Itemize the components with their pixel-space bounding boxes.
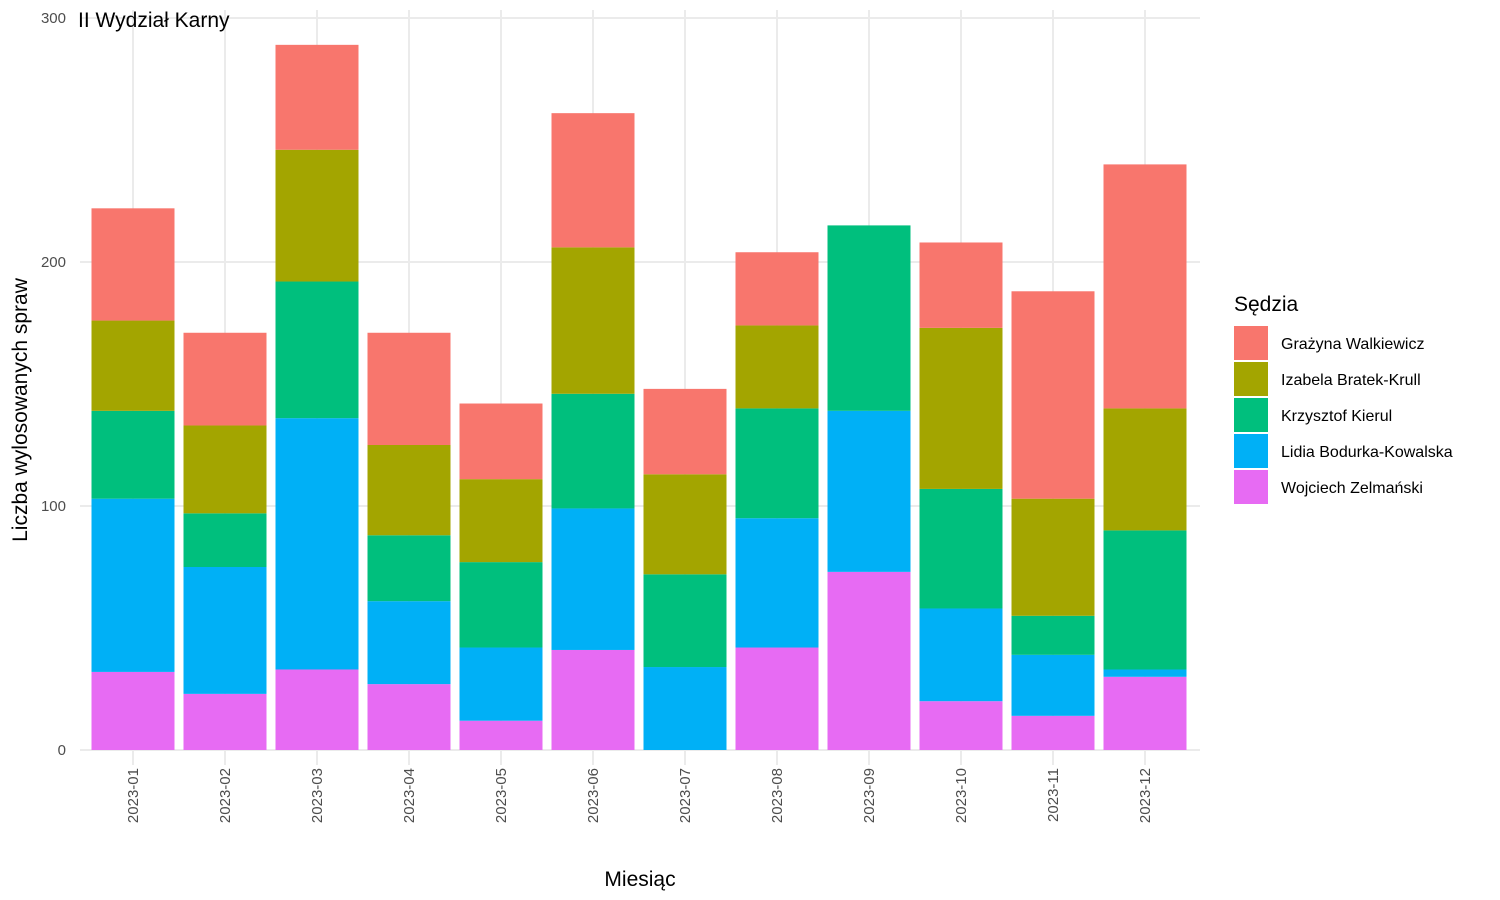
y-tick-label: 0 [58,742,66,759]
bar-segment [367,445,451,536]
bar-segment [1103,408,1187,531]
x-axis-ticks: 2023-01 2023-02 2023-03 2023-04 2023-05 2023-… [125,768,1154,823]
bar-segment [91,498,175,672]
bar-segment [367,601,451,685]
x-tick-label: 2023-04 [401,768,418,823]
y-axis-title: Liczba wylosowanych spraw [9,277,32,542]
y-tick-label: 200 [41,254,66,271]
bar-segment [459,562,543,648]
bar-segment [919,327,1003,489]
legend-swatch [1234,326,1268,360]
bar-segment [735,325,819,409]
bar-segment [183,332,267,426]
x-tick-label: 2023-11 [1045,768,1062,822]
bar-segment [1011,291,1095,499]
bar-segment [1011,715,1095,750]
bar-segment [91,320,175,411]
bar-segment [643,474,727,575]
x-tick-label: 2023-03 [309,768,326,823]
x-tick-label: 2023-01 [125,768,142,823]
chart-title: II Wydział Karny [78,9,230,32]
bars [91,44,1187,750]
bar-segment [459,479,543,563]
bar-segment [1103,676,1187,750]
x-tick-label: 2023-06 [585,768,602,823]
x-tick-label: 2023-02 [217,768,234,823]
bar-segment [551,393,635,509]
legend-label: Lidia Bodurka-Kowalska [1281,444,1453,461]
legend-label: Grażyna Walkiewicz [1281,336,1424,353]
bar-segment [827,571,911,750]
x-tick-label: 2023-05 [493,768,510,823]
bar-segment [1011,654,1095,716]
bar-segment [643,667,727,750]
bar-segment [367,332,451,445]
bar-segment [1011,498,1095,616]
bar-segment [919,488,1003,609]
bar-segment [551,113,635,248]
bar-segment [1103,669,1187,677]
legend-label: Wojciech Zelmański [1281,480,1423,497]
bar-segment [275,281,359,419]
bar-segment [91,208,175,321]
bar-segment [367,684,451,750]
y-tick-label: 100 [41,498,66,515]
bar-segment [275,44,359,150]
bar-segment [643,574,727,668]
bar-segment [551,508,635,650]
bar-segment [1011,615,1095,655]
bar-segment [275,149,359,282]
bar-segment [735,647,819,750]
bar-segment [1103,530,1187,670]
legend-label: Krzysztof Kierul [1281,408,1392,425]
bar-segment [919,608,1003,702]
bar-segment [275,418,359,670]
bar-segment [735,518,819,648]
bar-segment [459,647,543,721]
bar-segment [183,567,267,694]
legend-swatch [1234,398,1268,432]
bar-segment [1103,164,1187,409]
bar-segment [91,671,175,750]
x-tick-label: 2023-12 [1137,768,1154,823]
x-tick-label: 2023-07 [677,768,694,823]
legend-swatch [1234,434,1268,468]
bar-segment [551,649,635,750]
bar-segment [919,242,1003,328]
bar-segment [183,425,267,514]
x-tick-label: 2023-09 [861,768,878,823]
y-axis-ticks: 0 100 200 300 [41,10,66,759]
x-tick-label: 2023-10 [953,768,970,823]
legend-title: Sędzia [1234,293,1299,316]
x-axis-title: Miesiąc [604,868,675,891]
bar-segment [275,669,359,750]
bar-segment [643,388,727,475]
bar-segment [183,693,267,750]
bar-segment [367,535,451,602]
legend-swatch [1234,470,1268,504]
bar-segment [735,408,819,519]
bar-segment [827,225,911,411]
legend-label: Izabela Bratek-Krull [1281,372,1421,389]
y-tick-label: 300 [41,10,66,27]
bar-segment [459,720,543,750]
x-tick-label: 2023-08 [769,768,786,823]
bar-segment [735,252,819,326]
legend-swatch [1234,362,1268,396]
bar-segment [183,513,267,567]
bar-segment [459,403,543,480]
bar-segment [919,701,1003,750]
legend: Sędzia Grażyna Walkiewicz Izabela Bratek-… [1234,293,1453,504]
bar-segment [91,410,175,499]
bar-segment [551,247,635,394]
bar-segment [827,410,911,572]
